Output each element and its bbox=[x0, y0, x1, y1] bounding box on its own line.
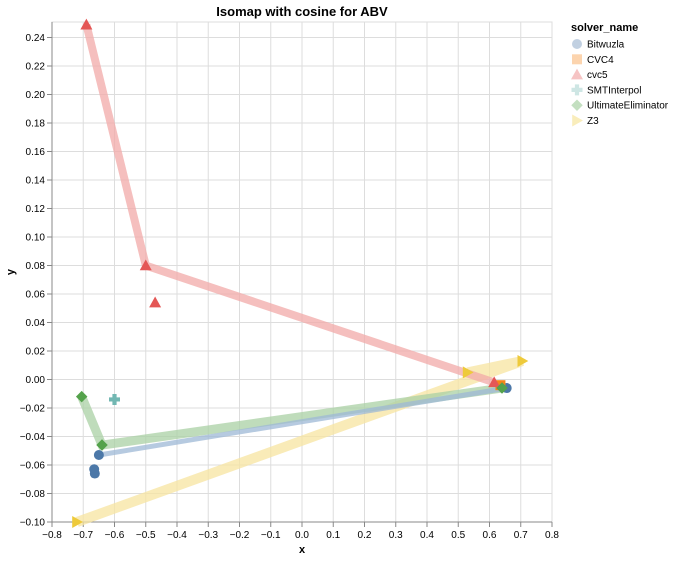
axis-layer: −0.8 −0.7 −0.6 −0.5 −0.4 −0.3 −0.2 −0.1 0.0 0.1 0.… bbox=[20, 22, 559, 541]
legend-label: CVC4 bbox=[587, 55, 614, 66]
trail-layer bbox=[75, 23, 525, 527]
legend-symbol-z3 bbox=[572, 114, 583, 127]
x-tick-label: −0.4 bbox=[167, 530, 187, 541]
point-smtinterpol bbox=[109, 393, 120, 405]
x-tick-label: −0.8 bbox=[42, 530, 62, 541]
x-tick-label: 0.1 bbox=[326, 530, 340, 541]
x-tick-label: 0.0 bbox=[295, 530, 309, 541]
x-tick-label: 0.3 bbox=[389, 530, 403, 541]
legend-item-z3: Z3 bbox=[572, 114, 599, 127]
legend-item-cvc4: CVC4 bbox=[572, 54, 614, 66]
legend-symbol-ultimateeliminator bbox=[571, 99, 583, 111]
y-tick-label: 0.00 bbox=[26, 375, 46, 386]
x-tick-label: −0.2 bbox=[230, 530, 250, 541]
legend-symbol-cvc5 bbox=[571, 68, 583, 80]
y-tick-label: 0.16 bbox=[26, 147, 46, 158]
point-cvc5 bbox=[149, 296, 162, 308]
x-tick-label: −0.5 bbox=[136, 530, 156, 541]
point-cvc5 bbox=[80, 18, 93, 30]
y-tick-label: −0.08 bbox=[20, 489, 46, 500]
x-tick-label: 0.7 bbox=[514, 530, 528, 541]
grid-layer bbox=[51, 21, 553, 523]
legend-item-bitwuzla: Bitwuzla bbox=[572, 39, 625, 51]
point-bitwuzla bbox=[93, 450, 104, 461]
legend-label: cvc5 bbox=[587, 70, 608, 81]
legend-item-smtinterpol: SMTInterpol bbox=[571, 84, 641, 96]
point-ultimateeliminator bbox=[496, 382, 508, 394]
y-tick-label: 0.12 bbox=[26, 204, 46, 215]
x-axis-label: x bbox=[299, 544, 306, 556]
y-tick-label: 0.04 bbox=[26, 318, 46, 329]
legend-title: solver_name bbox=[571, 22, 638, 34]
point-z3 bbox=[517, 354, 529, 367]
trail-cvc5 bbox=[82, 23, 496, 387]
legend: solver_name Bitwuzla CVC4 cvc5 SMTInterpol U… bbox=[571, 22, 669, 127]
point-z3 bbox=[462, 366, 474, 379]
legend-item-ultimateeliminator: UltimateEliminator bbox=[571, 99, 669, 112]
x-tick-label: −0.3 bbox=[198, 530, 218, 541]
y-tick-label: 0.10 bbox=[26, 233, 46, 244]
y-tick-label: 0.06 bbox=[26, 290, 46, 301]
legend-symbol-bitwuzla bbox=[572, 39, 582, 49]
y-tick-label: 0.24 bbox=[26, 33, 46, 44]
point-layer bbox=[72, 18, 529, 528]
x-tick-label: −0.6 bbox=[105, 530, 125, 541]
legend-label: UltimateEliminator bbox=[587, 101, 669, 112]
x-tick-label: −0.7 bbox=[73, 530, 93, 541]
y-axis-label: y bbox=[5, 268, 17, 275]
x-tick-label: 0.5 bbox=[451, 530, 465, 541]
y-tick-label: 0.14 bbox=[26, 176, 46, 187]
point-ultimateeliminator bbox=[96, 439, 108, 451]
x-tick-label: 0.4 bbox=[420, 530, 434, 541]
legend-item-cvc5: cvc5 bbox=[571, 68, 608, 81]
x-tick-label: 0.2 bbox=[358, 530, 372, 541]
point-cvc5 bbox=[139, 259, 152, 271]
y-tick-label: −0.02 bbox=[20, 404, 46, 415]
legend-label: Bitwuzla bbox=[587, 40, 625, 51]
y-tick-label: 0.20 bbox=[26, 90, 46, 101]
y-tick-label: 0.18 bbox=[26, 119, 46, 130]
point-cvc5 bbox=[488, 376, 501, 388]
trail-bitwuzla bbox=[98, 385, 508, 458]
legend-label: SMTInterpol bbox=[587, 85, 641, 96]
point-z3 bbox=[72, 516, 83, 528]
point-bitwuzla bbox=[89, 468, 100, 479]
y-tick-label: 0.08 bbox=[26, 261, 46, 272]
point-ultimateeliminator bbox=[75, 390, 88, 403]
y-tick-label: −0.10 bbox=[20, 518, 46, 529]
legend-label: Z3 bbox=[587, 116, 599, 127]
x-tick-label: 0.6 bbox=[483, 530, 497, 541]
x-tick-label: −0.1 bbox=[261, 530, 281, 541]
chart-title: Isomap with cosine for ABV bbox=[216, 4, 388, 19]
y-tick-label: −0.06 bbox=[20, 461, 46, 472]
legend-symbol-smtinterpol bbox=[571, 84, 583, 96]
x-tick-label: 0.8 bbox=[545, 530, 559, 541]
legend-symbol-cvc4 bbox=[572, 54, 582, 65]
y-tick-label: 0.02 bbox=[26, 347, 46, 358]
y-tick-label: −0.04 bbox=[20, 432, 46, 443]
y-tick-label: 0.22 bbox=[26, 62, 46, 73]
